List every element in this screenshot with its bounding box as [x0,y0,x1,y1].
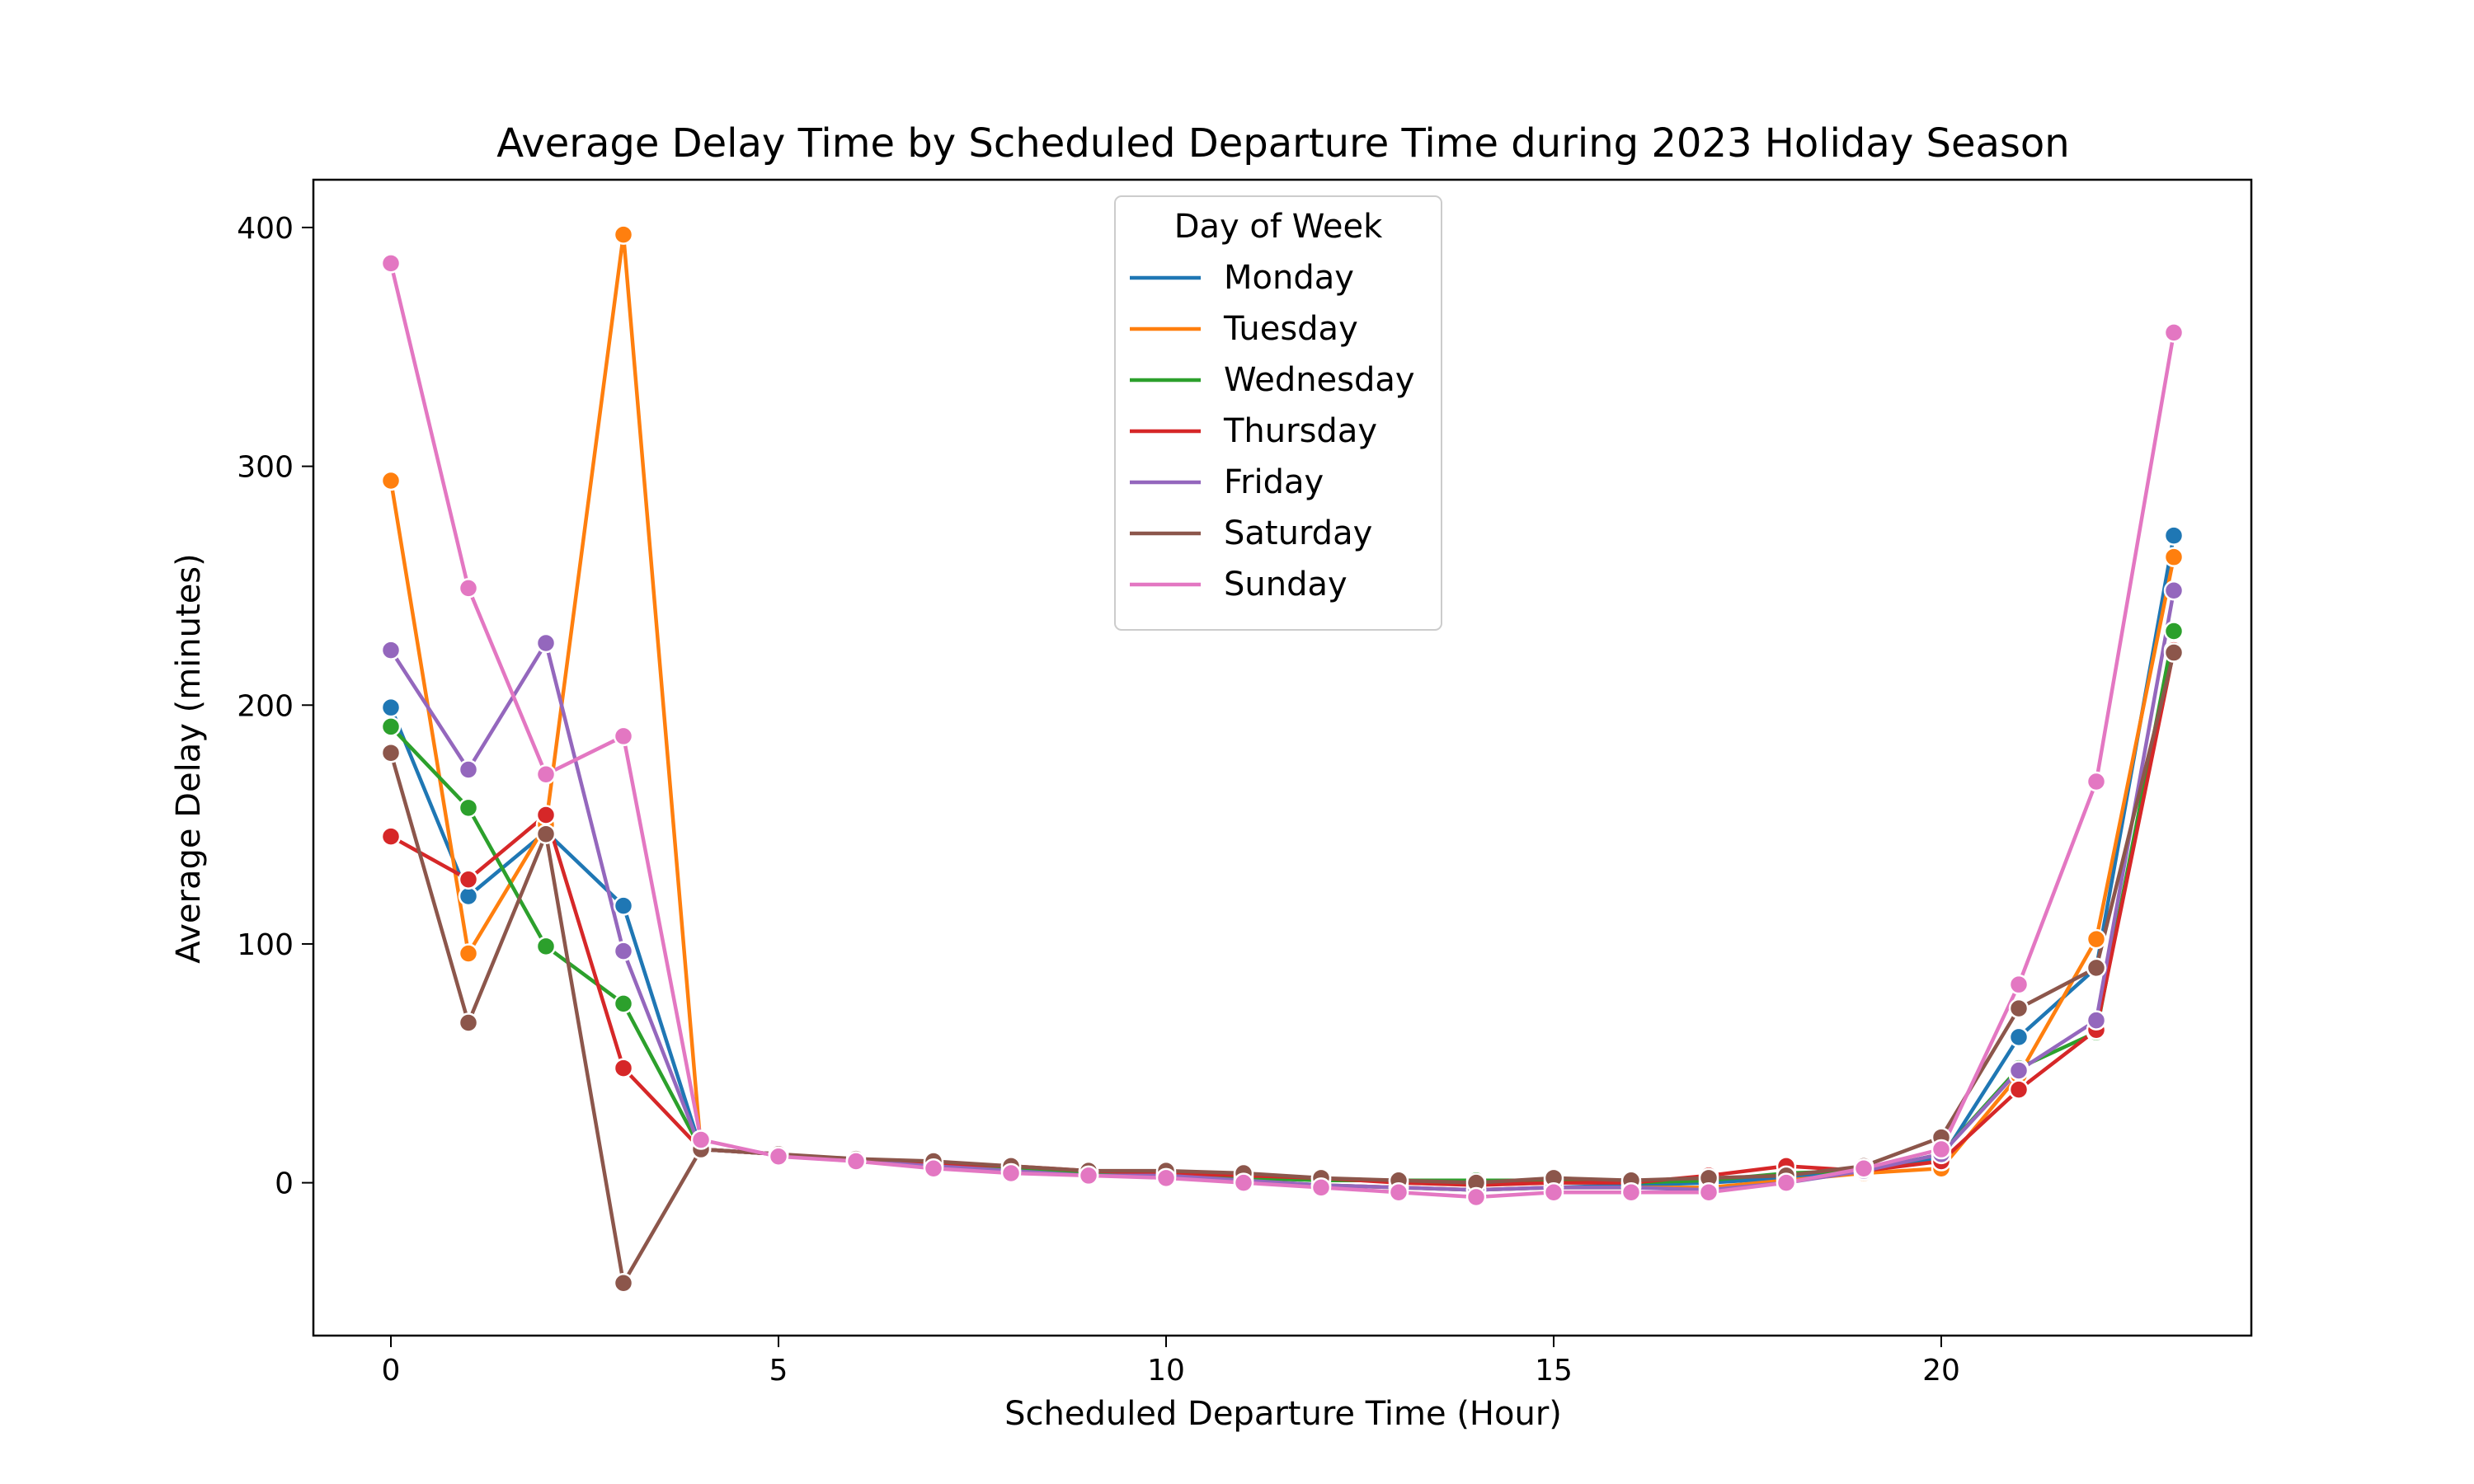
legend-label-saturday: Saturday [1224,514,1372,552]
legend-label-wednesday: Wednesday [1224,361,1415,399]
data-point-saturday [458,1012,479,1033]
legend-label-monday: Monday [1224,259,1354,297]
data-point-friday [535,632,557,654]
legend-label-friday: Friday [1224,463,1324,501]
data-point-monday [380,697,402,718]
data-point-thursday [535,805,557,825]
data-point-sunday [458,578,479,599]
series-line-saturday [388,652,2176,1285]
data-point-sunday [1543,1181,1564,1203]
data-point-thursday [458,869,479,890]
data-point-sunday [1931,1139,1952,1160]
y-tick-label: 0 [275,1167,294,1201]
data-point-wednesday [535,936,557,957]
data-point-sunday [1155,1167,1177,1189]
legend-label-thursday: Thursday [1223,412,1377,450]
legend-label-sunday: Sunday [1224,566,1348,603]
data-point-sunday [1310,1177,1332,1198]
data-point-sunday [768,1146,789,1167]
data-point-tuesday [380,470,402,491]
data-point-friday [2163,580,2185,601]
data-point-saturday [2163,642,2185,663]
data-point-saturday [613,1273,634,1294]
data-point-sunday [1078,1165,1099,1186]
data-point-wednesday [458,797,479,819]
y-tick-label: 200 [237,689,294,723]
data-point-friday [2008,1060,2030,1081]
data-point-friday [380,640,402,660]
legend-box [1114,195,1442,631]
data-point-saturday [380,742,402,763]
data-point-thursday [380,826,402,847]
x-tick-label: 10 [1147,1354,1185,1388]
data-point-saturday [535,824,557,844]
data-point-sunday [2086,771,2107,792]
data-point-saturday [2008,998,2030,1019]
data-point-monday [2163,525,2185,546]
series-line-friday [389,589,2176,1192]
y-tick-label: 300 [237,451,294,485]
data-point-tuesday [2163,547,2185,567]
plot-frame [312,178,2253,1337]
data-point-wednesday [613,993,634,1014]
y-tick-label: 400 [237,212,294,246]
data-point-saturday [2086,957,2107,979]
data-point-sunday [1853,1158,1874,1179]
y-tick-label: 100 [237,928,294,962]
data-point-sunday [1233,1172,1254,1193]
x-tick-label: 15 [1535,1354,1573,1388]
x-tick-label: 20 [1922,1354,1960,1388]
data-point-tuesday [458,943,479,964]
data-point-sunday [1000,1162,1022,1184]
data-point-thursday [613,1058,634,1078]
data-point-sunday [690,1129,712,1150]
x-tick-label: 0 [382,1354,401,1388]
legend-title: Day of Week [1174,208,1383,246]
data-point-friday [613,941,634,961]
data-point-sunday [535,764,557,785]
data-point-monday [2008,1026,2030,1048]
data-point-sunday [1388,1181,1409,1203]
legend: Day of Week Monday Tuesday Wednesday Thursda… [1114,195,1442,631]
data-point-tuesday [613,224,634,245]
series-line-sunday [388,262,2176,1200]
data-point-sunday [1465,1186,1487,1208]
data-point-sunday [1698,1181,1719,1203]
data-point-wednesday [2163,621,2185,641]
data-point-wednesday [380,716,402,737]
data-point-sunday [380,253,402,274]
data-point-sunday [1620,1181,1642,1203]
data-point-friday [2086,1010,2107,1031]
data-point-monday [613,895,634,916]
x-axis-label: Scheduled Departure Time (Hour) [1004,1395,1562,1433]
y-axis-label: Average Delay (minutes) [170,553,208,964]
data-point-sunday [923,1158,944,1179]
data-point-monday [458,885,479,907]
chart-title: Average Delay Time by Scheduled Departur… [496,120,2069,167]
data-point-sunday [1776,1172,1797,1193]
data-point-sunday [845,1151,867,1172]
data-point-tuesday [2086,928,2107,950]
x-tick-label: 5 [769,1354,788,1388]
data-point-sunday [613,726,634,747]
legend-label-tuesday: Tuesday [1223,310,1358,348]
series-line-wednesday [389,631,2176,1185]
data-point-sunday [2163,322,2185,343]
data-point-friday [458,759,479,780]
data-point-sunday [2008,974,2030,995]
data-point-thursday [2008,1079,2030,1100]
